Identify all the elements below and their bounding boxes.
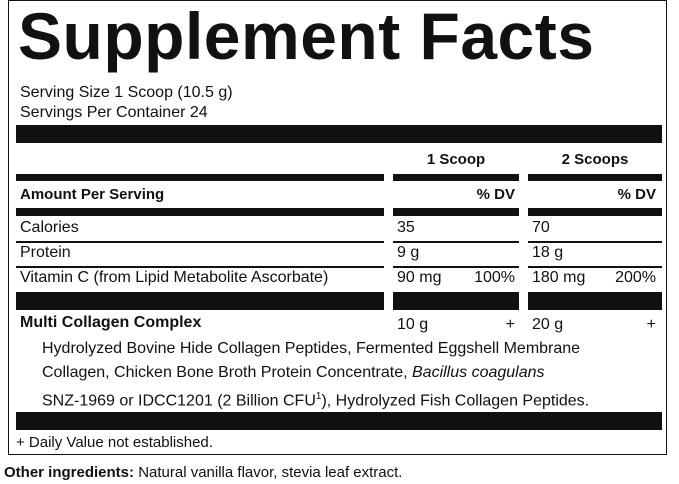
amount: 9 g <box>397 244 420 261</box>
amount: 18 g <box>532 244 564 261</box>
bar <box>393 174 519 181</box>
bar <box>528 174 662 181</box>
row-name: Protein <box>20 244 71 261</box>
ingredients-line: Collagen, Chicken Bone Broth Protein Con… <box>42 364 545 382</box>
ingredients-line: Hydrolyzed Bovine Hide Collagen Peptides… <box>42 340 581 357</box>
row-name: Vitamin C (from Lipid Metabolite Ascorba… <box>20 269 329 286</box>
bar <box>393 208 519 216</box>
dv: 100% <box>474 269 515 286</box>
blend-amount: 20 g <box>532 316 564 333</box>
thick-bar <box>16 125 662 143</box>
footnote: + Daily Value not established. <box>16 434 213 451</box>
ingredients-line: SNZ-1969 or IDCC1201 (2 Billion CFU1), H… <box>42 388 589 410</box>
serving-size: Serving Size 1 Scoop (10.5 g) <box>20 84 233 101</box>
dv-header: % DV <box>476 186 515 203</box>
row-name: Calories <box>20 219 79 236</box>
rule <box>393 266 519 268</box>
amount: 90 mg <box>397 269 442 286</box>
amount: 35 <box>397 219 415 236</box>
text: Collagen, Chicken Bone Broth Protein Con… <box>42 364 412 381</box>
amount: 180 mg <box>532 269 586 286</box>
column-header: 1 Scoop <box>426 151 486 168</box>
label: Other ingredients: <box>4 464 135 481</box>
text: SNZ-1969 or IDCC1201 (2 Billion CFU <box>42 392 316 410</box>
thick-bar <box>528 292 662 310</box>
rule <box>16 241 384 243</box>
blend-dv: + <box>646 316 656 333</box>
dv: 200% <box>615 269 656 286</box>
text: Bacillus coagulans <box>412 364 545 381</box>
amount-per-serving: Amount Per Serving <box>20 186 165 203</box>
rule <box>16 266 384 268</box>
blend-name: Multi Collagen Complex <box>20 314 202 331</box>
bar <box>528 208 662 216</box>
footnote-ref: 1 <box>315 391 322 402</box>
title: Supplement Facts <box>18 0 595 73</box>
blend-amount: 10 g <box>397 316 429 333</box>
text: Natural vanilla flavor, stevia leaf extr… <box>138 464 403 481</box>
dv-header: % DV <box>617 186 656 203</box>
rule <box>393 241 519 243</box>
column-header: 2 Scoops <box>561 151 629 168</box>
other-ingredients: Other ingredients: Natural vanilla flavo… <box>4 464 402 482</box>
thick-bar <box>393 292 519 310</box>
amount: 70 <box>532 219 550 236</box>
rule <box>528 266 662 268</box>
text: ), Hydrolyzed Fish Collagen Peptides. <box>321 392 590 410</box>
label-box <box>8 0 667 455</box>
thick-bar <box>16 292 384 310</box>
servings-per-container: Servings Per Container 24 <box>20 104 208 121</box>
thick-bar <box>16 412 662 430</box>
bar <box>16 174 384 181</box>
blend-dv: + <box>505 316 515 333</box>
rule <box>528 241 662 243</box>
bar <box>16 208 384 216</box>
